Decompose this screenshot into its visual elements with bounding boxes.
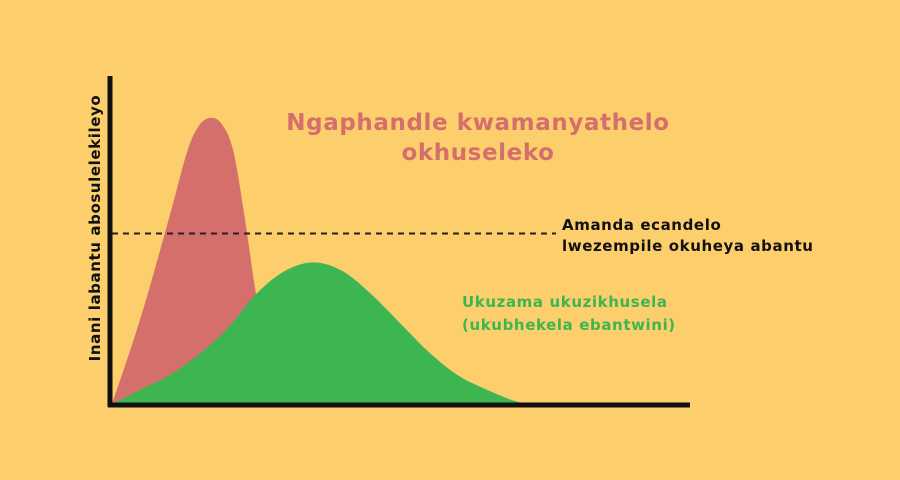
uncontrolled-label-line-2: okhuseleko bbox=[401, 140, 554, 166]
y-axis-label: Inani labantu abosulelekileyo bbox=[86, 95, 104, 362]
series-layer bbox=[112, 117, 533, 404]
uncontrolled-label-line-1: Ngaphandle kwamanyathelo bbox=[286, 110, 669, 136]
controlled-label-line-1: Ukuzama ukuzikhusela bbox=[462, 293, 668, 311]
threshold-label-line-1: Amanda ecandelo bbox=[562, 216, 721, 234]
controlled-label-line-2: (ukubhekela ebantwini) bbox=[462, 316, 676, 334]
threshold-label-line-2: lwezempile okuheya abantu bbox=[562, 237, 814, 255]
controlled-curve-area bbox=[112, 262, 533, 404]
